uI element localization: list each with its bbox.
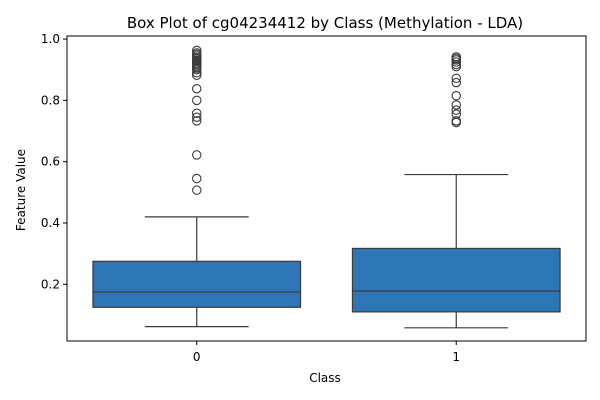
chart-title: Box Plot of cg04234412 by Class (Methyla… [127, 14, 523, 32]
outlier-point [451, 105, 461, 115]
outlier-point [451, 52, 461, 62]
y-tick-label: 0.2 [41, 277, 60, 291]
outlier-point [192, 116, 202, 126]
outlier-point [451, 77, 461, 88]
outlier-point [451, 109, 461, 119]
x-axis-label: Class [309, 371, 341, 385]
iqr-box [92, 260, 302, 308]
box-group-class-0 [92, 45, 302, 328]
y-tick-label: 0.4 [41, 216, 60, 230]
y-axis-label: Feature Value [14, 149, 28, 231]
outlier-point [451, 100, 461, 110]
outlier-point [192, 68, 202, 78]
outlier-point [192, 108, 202, 118]
outlier-point [192, 112, 202, 122]
outlier-point [192, 48, 202, 58]
y-tick-label: 0.8 [41, 93, 60, 107]
outlier-point [451, 91, 461, 101]
outlier-point [192, 173, 202, 184]
outlier-point [192, 150, 202, 160]
outlier-point [451, 59, 461, 70]
outlier-point [192, 45, 202, 56]
outlier-point [192, 185, 202, 195]
box-group-class-1 [351, 52, 561, 329]
axes-frame [66, 35, 587, 342]
x-tick-label: 0 [193, 350, 201, 364]
outlier-point [451, 73, 461, 84]
outlier-point [192, 83, 202, 94]
iqr-box [351, 247, 561, 313]
y-tick-label: 1.0 [41, 32, 60, 46]
outlier-point [451, 116, 461, 126]
x-tick-label: 1 [452, 350, 460, 364]
outlier-point [192, 95, 202, 106]
y-tick-label: 0.6 [41, 155, 60, 169]
plot-area [92, 45, 561, 329]
